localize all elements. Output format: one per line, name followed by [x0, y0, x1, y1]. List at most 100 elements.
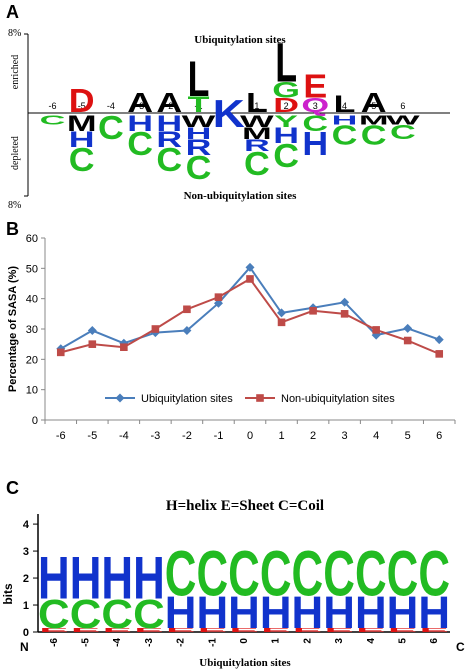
logo-letter-4-C: C — [355, 539, 387, 610]
x-tick-label-2: 2 — [310, 430, 316, 442]
x-tick-label-4: 4 — [366, 638, 377, 644]
x-tick-label--5: -5 — [87, 430, 97, 442]
n-terminus-label: N — [20, 640, 29, 654]
y-tick-label-50: 50 — [26, 263, 38, 275]
logo-letter-3-E: E — [324, 627, 353, 633]
series-1-point-4 — [372, 326, 380, 334]
position-label--6: -6 — [48, 101, 56, 111]
c-terminus-label: C — [456, 640, 465, 654]
logo-letter-5-E: E — [388, 627, 417, 633]
logo-letter--3-E: E — [134, 627, 163, 633]
x-tick-label--3: -3 — [150, 430, 160, 442]
x-tick-label-5: 5 — [405, 430, 411, 442]
enriched-letter-3-1: E — [303, 69, 327, 106]
series-0-point--2 — [182, 326, 192, 336]
enriched-letter--1-0: T — [188, 93, 210, 118]
center-letter-k: K — [213, 92, 245, 136]
enriched-letter--2-0: A — [156, 87, 182, 118]
depleted-letter-1-2: R — [244, 136, 270, 155]
y-tick-label-2: 2 — [23, 573, 29, 585]
position-label--3: -3 — [136, 101, 144, 111]
y-tick-label-top: 8% — [8, 28, 21, 39]
logo-letter-0-H: H — [228, 588, 260, 638]
series-0-point-4 — [371, 330, 381, 340]
x-tick-label-3: 3 — [334, 638, 345, 644]
logo-letter--1-C: C — [196, 539, 228, 610]
depleted-letter-1-0: W — [240, 112, 275, 131]
series-1-point-5 — [403, 336, 412, 345]
y-tick-label-20: 20 — [26, 354, 38, 366]
panel-label-a: A — [6, 2, 19, 22]
series-1-point--3 — [151, 325, 160, 333]
y-tick-label-30: 30 — [26, 324, 38, 336]
depleted-letter--4-0: C — [98, 110, 124, 147]
logo-letter-1-C: C — [260, 539, 292, 610]
series-1-point-1 — [277, 318, 286, 327]
x-tick-label-0: 0 — [239, 638, 250, 644]
x-tick-label--4: -4 — [119, 430, 129, 442]
depleted-letter--5-2: C — [69, 142, 95, 179]
y-tick-label-0: 0 — [23, 627, 29, 639]
depleted-letter-3-1: H — [302, 126, 328, 163]
x-tick-label--1: -1 — [207, 638, 218, 647]
logo-letter--6-H: H — [38, 545, 70, 612]
depleted-letter--5-0: M — [67, 112, 97, 137]
x-tick-label--6: -6 — [56, 430, 66, 442]
series-0-point--1 — [213, 298, 223, 308]
logo-letter--3-C: C — [133, 591, 165, 637]
depleted-letter-5-0: M — [359, 113, 389, 128]
series-1-point--2 — [183, 305, 191, 314]
enriched-letter-2-0: D — [273, 95, 299, 117]
logo-letter--6-C: C — [38, 591, 70, 637]
series-1-point-3 — [340, 310, 349, 318]
series-0-point-0 — [245, 262, 255, 272]
x-tick-label-6: 6 — [436, 430, 442, 442]
depleted-letter--1-1: H — [186, 124, 212, 143]
depleted-letter-6-1: C — [390, 122, 416, 144]
depleted-letter--3-1: C — [127, 126, 153, 163]
depleted-letter--2-0: H — [156, 112, 182, 137]
position-label--2: -2 — [165, 101, 173, 111]
logo-letter-2-C: C — [292, 539, 324, 610]
series-line-1 — [60, 277, 440, 355]
series-1-point--4 — [120, 343, 128, 351]
panel-label-c: C — [6, 478, 19, 498]
enriched-letter-3-0: Q — [301, 95, 329, 117]
position-label--5: -5 — [78, 101, 86, 111]
depleted-letter--2-1: R — [156, 128, 182, 153]
enriched-letter-2-2: L — [275, 32, 297, 94]
logo-letter--3-H: H — [133, 545, 165, 612]
two-sample-logo-chart: 8% 8% enriched depleted Ubiquitylation sites… — [8, 28, 450, 211]
title-non-ubiquitylation-sites: Non-ubiquitylation sites — [184, 190, 297, 202]
logo-letter-6-H: H — [418, 588, 450, 638]
x-tick-label--6: -6 — [49, 638, 60, 647]
logo-letter-0-C: C — [228, 539, 260, 610]
x-tick-label--4: -4 — [112, 638, 123, 647]
logo-letter--2-H: H — [165, 588, 197, 638]
depleted-letter-4-0: H — [332, 113, 358, 128]
x-tick-label-4: 4 — [373, 430, 379, 442]
legend-label-1: Non-ubiquitylation sites — [281, 393, 395, 405]
position-label-4: 4 — [342, 101, 347, 111]
depleted-letter-6-0: W — [386, 113, 420, 128]
series-1-point--5 — [88, 340, 97, 348]
series-0-point-1 — [277, 308, 287, 318]
y-axis-label: bits — [1, 583, 15, 605]
enriched-letter--1-1: L — [188, 52, 210, 107]
depleted-letter--1-2: R — [186, 136, 212, 161]
depleted-letter-5-1: C — [361, 119, 387, 150]
y-axis-label-enriched: enriched — [10, 55, 21, 89]
position-label--4: -4 — [107, 101, 115, 111]
depleted-letter-1-3: C — [244, 146, 270, 183]
depleted-letter--1-0: W — [182, 112, 217, 131]
series-0-point-5 — [403, 323, 413, 333]
position-label-5: 5 — [371, 101, 376, 111]
x-tick-label--2: -2 — [176, 638, 187, 647]
depleted-letter-4-1: C — [332, 119, 358, 150]
series-0-point-3 — [340, 297, 350, 307]
logo-letter-1-H: H — [260, 588, 292, 638]
series-1-point-6 — [435, 350, 444, 358]
logo-letter--4-C: C — [101, 591, 133, 637]
panel-label-b: B — [6, 219, 19, 239]
